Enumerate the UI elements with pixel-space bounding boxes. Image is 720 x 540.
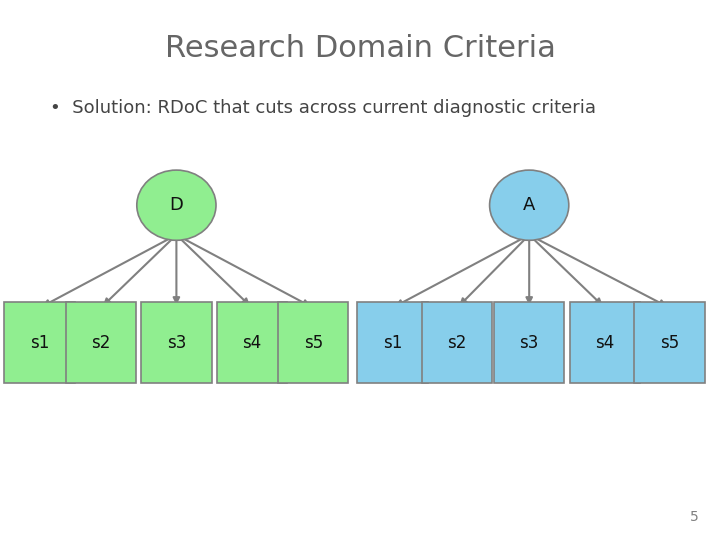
FancyBboxPatch shape <box>634 302 705 383</box>
FancyBboxPatch shape <box>422 302 492 383</box>
Text: s3: s3 <box>167 334 186 352</box>
FancyBboxPatch shape <box>357 302 428 383</box>
FancyBboxPatch shape <box>141 302 212 383</box>
Text: Research Domain Criteria: Research Domain Criteria <box>165 34 555 63</box>
FancyBboxPatch shape <box>494 302 564 383</box>
Text: s3: s3 <box>520 334 539 352</box>
Text: s4: s4 <box>595 334 614 352</box>
Text: s5: s5 <box>660 334 679 352</box>
Text: •  Solution: RDoC that cuts across current diagnostic criteria: • Solution: RDoC that cuts across curren… <box>50 99 596 117</box>
FancyBboxPatch shape <box>217 302 287 383</box>
FancyBboxPatch shape <box>4 302 75 383</box>
FancyBboxPatch shape <box>570 302 640 383</box>
FancyBboxPatch shape <box>66 302 136 383</box>
Text: s1: s1 <box>383 334 402 352</box>
Ellipse shape <box>490 170 569 240</box>
Text: 5: 5 <box>690 510 698 524</box>
FancyBboxPatch shape <box>278 302 348 383</box>
Text: s2: s2 <box>448 334 467 352</box>
Ellipse shape <box>137 170 216 240</box>
Text: s2: s2 <box>91 334 110 352</box>
Text: D: D <box>169 196 184 214</box>
Text: A: A <box>523 196 536 214</box>
Text: s5: s5 <box>304 334 323 352</box>
Text: s4: s4 <box>243 334 261 352</box>
Text: s1: s1 <box>30 334 49 352</box>
